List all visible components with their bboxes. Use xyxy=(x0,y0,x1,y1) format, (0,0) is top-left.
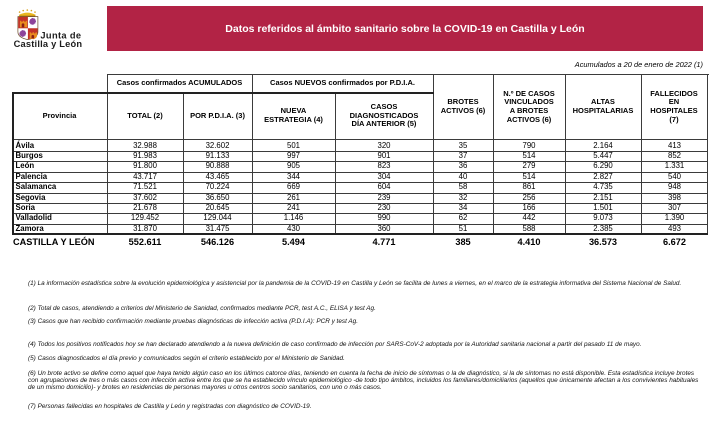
svg-text:Junta de: Junta de xyxy=(40,31,81,41)
svg-text:Castilla y León: Castilla y León xyxy=(14,39,82,49)
